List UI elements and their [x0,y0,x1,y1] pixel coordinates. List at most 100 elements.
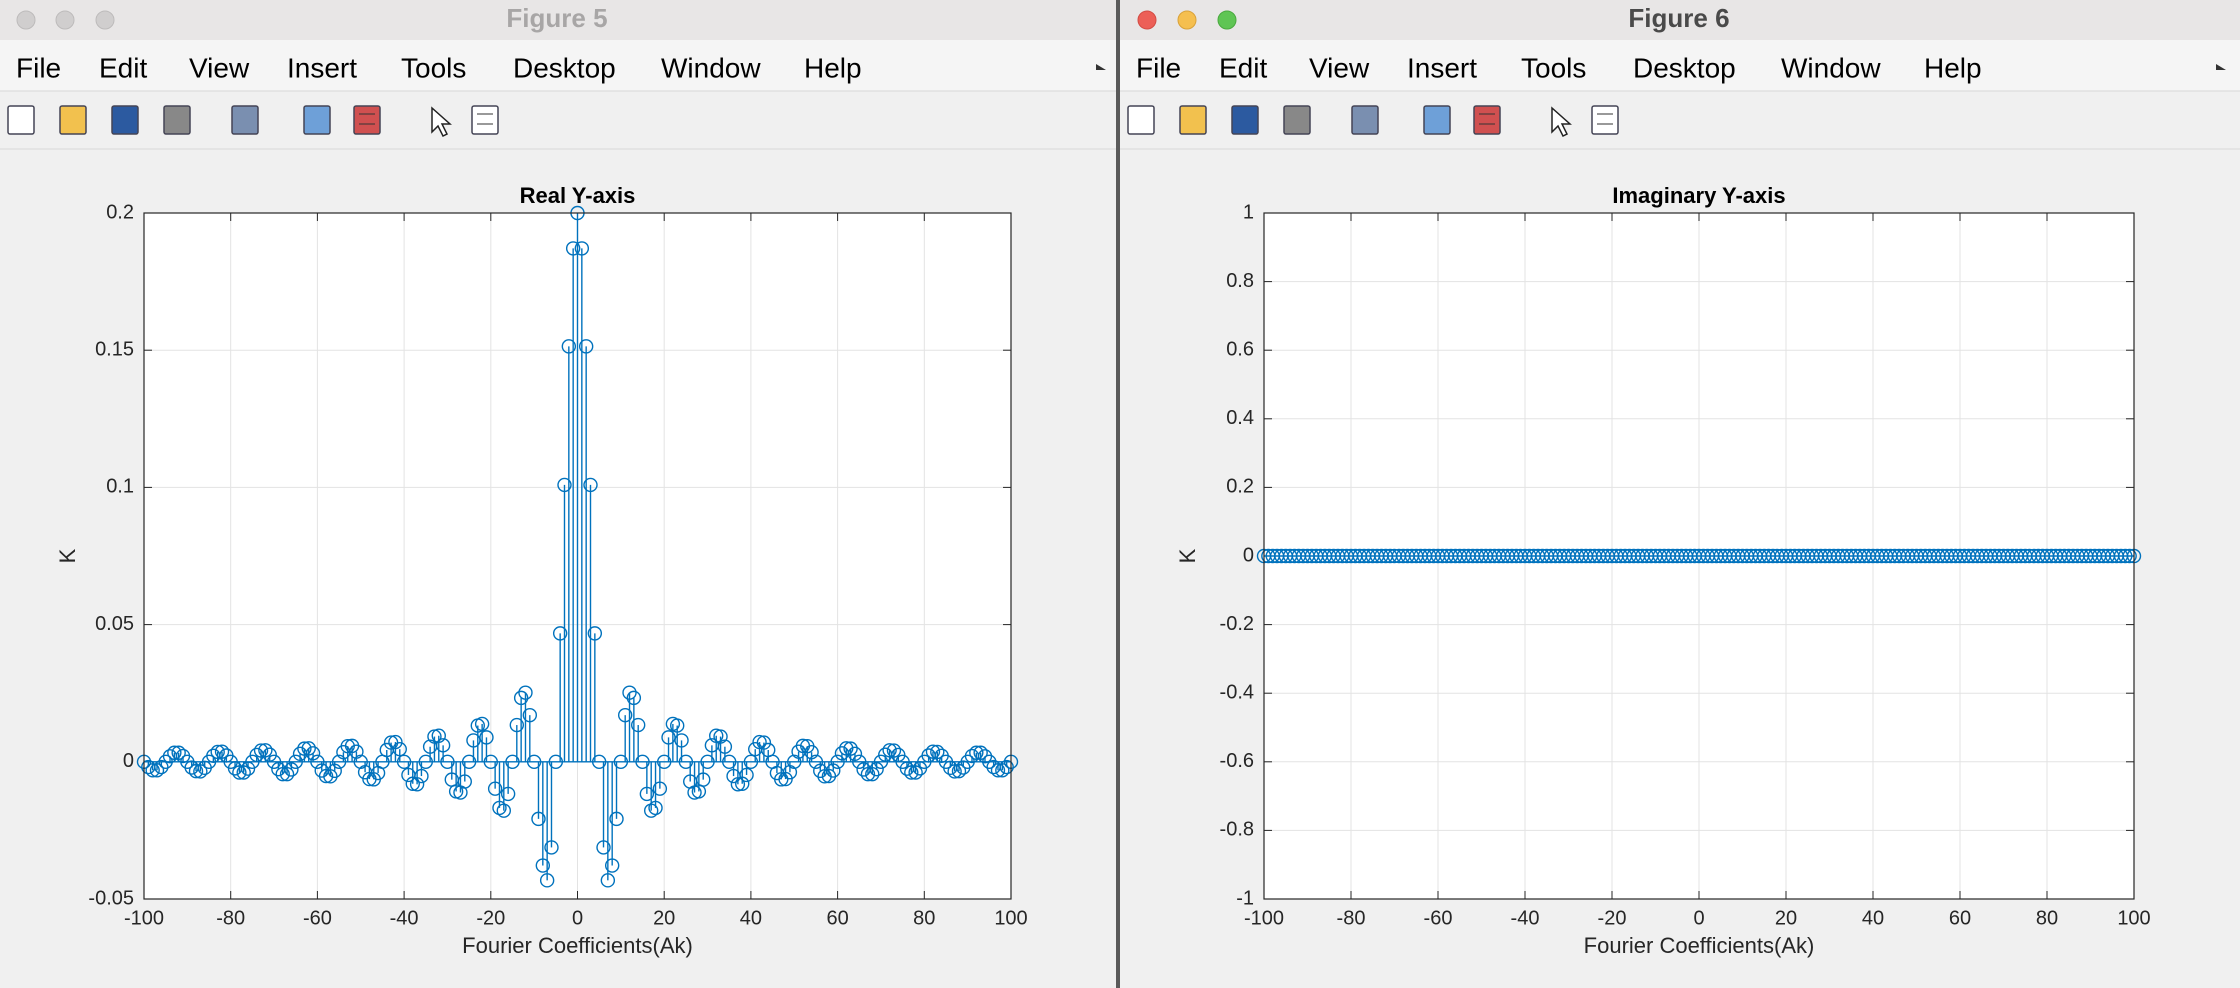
stem-marker [496,803,512,818]
title-bar [0,0,1118,40]
toolbar-button[interactable] [303,105,331,135]
stem-marker [288,754,303,769]
title-bar [1120,0,2240,40]
menu-item[interactable]: Insert [1407,52,1477,83]
zoom-button[interactable] [1217,10,1237,30]
y-axis-label: K [1175,548,1200,563]
stem-marker [483,754,498,769]
stem-marker [275,766,290,782]
x-tick-label: 100 [994,907,1027,929]
menu-arrow [2216,64,2226,70]
menu-item[interactable]: Desktop [513,52,616,83]
stem-marker [865,766,880,782]
toolbar-button[interactable] [7,105,35,135]
stem-marker [951,763,967,779]
toolbar-button[interactable] [1179,105,1207,135]
stem-marker [210,744,225,760]
menu-item[interactable]: Edit [1219,52,1267,83]
toolbar-button[interactable] [1551,106,1572,138]
stem-marker [622,685,637,700]
stem-marker [171,745,186,760]
menu-item[interactable]: Insert [287,52,357,83]
toolbar-button[interactable] [163,105,191,135]
menu-item[interactable]: Help [804,52,862,83]
menu-item[interactable]: Help [1924,52,1982,83]
stem-marker [435,738,451,753]
stem-marker [947,764,962,779]
stem-marker [526,754,542,769]
toolbar-button[interactable] [111,105,139,135]
stem-marker [418,754,433,769]
stem-marker [613,754,629,769]
stem-marker [717,739,733,754]
minimize-button[interactable] [1177,10,1197,30]
stem-marker [730,777,746,792]
axes-box [143,212,1012,900]
stem-marker [752,734,767,750]
toolbar-button[interactable] [59,105,87,135]
icon [1423,105,1451,135]
stem-marker [167,745,182,760]
stem-marker [696,772,711,787]
menu-item[interactable]: File [1136,52,1181,83]
stem-marker [826,763,841,778]
stem-marker [808,754,824,769]
toolbar-button[interactable] [431,106,452,138]
menu-item[interactable]: View [1309,52,1370,83]
menu-item[interactable]: Desktop [1633,52,1736,83]
y-tick-label: 0.2 [1226,476,1254,498]
toolbar-button[interactable] [1127,105,1155,135]
x-tick-label: -80 [216,907,245,929]
stem-marker [552,626,568,641]
y-tick-label: -0.8 [1220,819,1254,841]
toolbar-button[interactable] [231,105,259,135]
menu-item[interactable]: File [16,52,61,83]
stem-marker [539,873,555,888]
toolbar-button[interactable] [1351,105,1379,135]
close-button[interactable] [16,10,36,30]
toolbar-button[interactable] [1591,105,1619,135]
y-tick-label: 0 [1243,544,1254,566]
toolbar-button[interactable] [1231,105,1259,135]
zoom-button[interactable] [95,10,115,30]
stem-marker [587,626,603,641]
x-tick-label: -80 [1337,907,1366,929]
x-tick-label: 60 [826,907,848,929]
stem-marker [236,765,251,780]
stem-marker [2122,548,2137,564]
stem-marker [193,764,208,779]
toolbar-button[interactable] [1473,105,1501,135]
menu-item[interactable]: Window [661,52,761,83]
toolbar-button[interactable] [1423,105,1451,135]
menu-item[interactable]: Tools [1521,52,1586,83]
menu-item[interactable]: Edit [99,52,147,83]
y-tick-label: 0.05 [95,613,134,635]
stem-marker [2118,548,2133,564]
stem-marker [739,767,754,783]
stem-marker [305,746,321,761]
x-tick-label: -20 [1598,907,1627,929]
toolbar-button[interactable] [353,105,381,135]
stem-marker [279,766,295,782]
stem-marker [635,754,650,769]
x-tick-label: -40 [390,907,419,929]
stem-marker [297,741,312,756]
y-tick-label: -0.4 [1220,681,1254,703]
stem-marker [301,741,316,756]
menu-item[interactable]: Window [1781,52,1881,83]
menu-item[interactable]: Tools [401,52,466,83]
menu-item[interactable]: View [189,52,250,83]
stem-marker [392,741,407,757]
x-tick-label: -20 [476,907,505,929]
stem-marker [574,241,590,256]
toolbar-button[interactable] [1283,105,1311,135]
stem-marker [852,754,867,769]
stem-marker [882,743,897,758]
stem-marker [544,840,559,855]
stem-marker [756,735,772,750]
toolbar-button[interactable] [471,105,499,135]
close-button[interactable] [1137,10,1157,30]
stem-marker [522,707,538,723]
minimize-button[interactable] [55,10,75,30]
